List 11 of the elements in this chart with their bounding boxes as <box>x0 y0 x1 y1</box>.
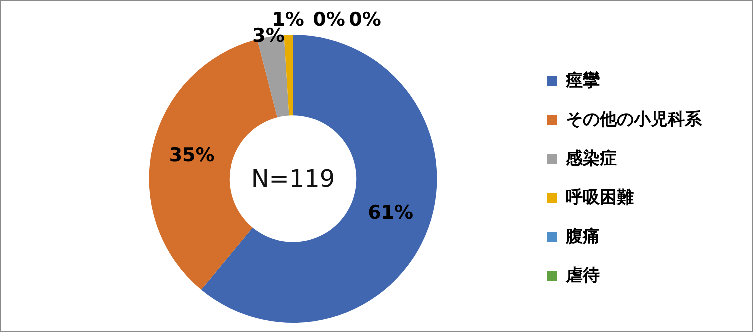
text: 0% <box>313 8 346 31</box>
legend-label: 虐待 <box>565 266 600 286</box>
data-label: 35% <box>169 144 215 166</box>
legend-label: その他の小児科系 <box>566 110 703 130</box>
legend-label: 腹痛 <box>565 226 600 247</box>
text: 0% <box>349 8 382 31</box>
legend-label: 痙攣 <box>565 70 601 91</box>
legend-label: 呼吸困難 <box>566 188 634 208</box>
legend-label: 感染症 <box>565 148 617 169</box>
data-label: 61% <box>368 202 414 224</box>
text: N=119 <box>251 165 336 193</box>
